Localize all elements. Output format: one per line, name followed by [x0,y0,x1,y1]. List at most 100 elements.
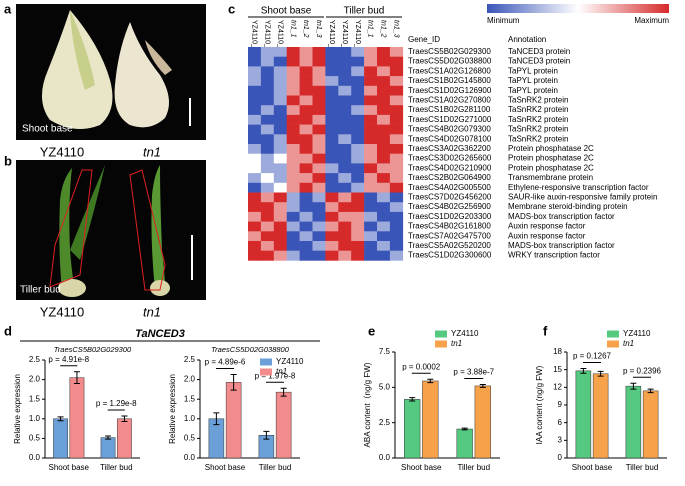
gene-id: TraesCS4B02G256900 [408,202,491,211]
annotation: TaSnRK2 protein [508,115,568,124]
heatmap-cell [286,163,300,174]
heatmap-cell [273,221,287,232]
y-tick-label: 5.0 [379,382,391,391]
heatmap-cell [364,153,378,164]
legend-label: tn1 [623,339,634,348]
heatmap-cell [325,105,339,116]
heatmap-cell [325,211,339,222]
heatmap-cell [364,221,378,232]
heatmap-cell [338,221,352,232]
heatmap-cell [338,231,352,242]
legend-swatch [260,368,272,376]
heatmap-cell [299,95,313,106]
x-tick-label: Tiller bud [100,463,133,472]
heatmap-cell [338,124,352,135]
heatmap-cell [273,134,287,145]
heatmap-cell [364,144,378,154]
heatmap-cell [260,66,275,77]
bar [575,370,592,459]
heatmap-cell [299,163,313,174]
heatmap-cell [286,105,300,116]
heatmap-cell [325,124,339,135]
heatmap-cell [364,56,378,67]
p-value: p = 1.97e-8 [255,371,296,380]
heatmap-cell [248,241,262,251]
heatmap-cell [286,95,300,106]
heatmap-cell [286,221,300,232]
photo-caption: Tiller bud [20,285,61,296]
plant [145,40,172,75]
error-bar [409,397,416,402]
y-tick-label: 9 [558,400,563,409]
gene-id: TraesCS1D02G271000 [408,115,492,124]
x-tick-label: Tiller bud [626,463,659,472]
heatmap-cell [286,47,300,57]
heatmap-cell [273,241,287,251]
heatmap-cell [389,231,404,242]
heatmap-cell [364,124,378,135]
heatmap-cell [286,66,300,77]
heatmap-cell [351,47,365,57]
heatmap-cell [286,134,300,145]
heatmap-cell [377,114,391,125]
annotation: Ethylene-responsive transcription factor [508,183,649,192]
heatmap-cell [260,134,275,145]
heatmap-cell [338,114,352,125]
heatmap-cell [248,182,262,193]
panel-label: a [4,1,12,16]
heatmap-cell [248,163,262,174]
heatmap-cell [364,105,378,116]
heatmap-cell [325,95,339,106]
heatmap-cell [351,241,365,251]
x-tick-label: Shoot base [49,463,90,472]
heatmap-cell [377,221,391,232]
bar [422,380,439,459]
legend-swatch [435,340,447,348]
error-bar [105,435,112,440]
heatmap-cell [389,56,404,67]
column-header: Annotation [508,35,546,44]
y-tick-label: 2.5 [379,418,391,427]
heatmap-cell [299,105,313,116]
heatmap-cell [389,144,404,154]
error-bar [57,416,64,422]
heatmap-cell [299,85,313,96]
heatmap-cell [389,66,404,77]
heatmap-cell [325,231,339,242]
heatmap-cell [286,85,300,96]
x-tick-label: Tiller bud [259,463,292,472]
color-bar-label: Minimum [487,16,520,25]
heatmap-cell [351,163,365,174]
heatmap-cell [273,95,287,106]
heatmap-cell [299,114,313,125]
heatmap-cell [364,182,378,193]
heatmap-cell [364,66,378,77]
heatmap-cell [312,76,326,87]
heatmap-cell [260,182,275,193]
heatmap-cell [364,211,378,222]
panel-label: e [368,323,375,338]
y-tick-label: 1.0 [29,414,41,423]
heatmap-cell [273,211,287,222]
legend-label: tn1 [276,367,287,376]
heatmap-cell [364,163,378,174]
heatmap-cell [377,182,391,193]
heatmap-cell [351,95,365,106]
gene-id: TraesCS1D02G203300 [408,212,492,221]
heatmap-cell [377,56,391,67]
annotation: Membrane steroid-binding protein [508,202,628,211]
heatmap-cell [312,134,326,145]
x-tick-label: Tiller bud [457,463,490,472]
heatmap-cell [312,95,326,106]
column-label: YZ4110_2 [264,20,271,52]
heatmap-cell [312,202,326,213]
bar [474,385,491,459]
annotation: Transmembrane protein [508,173,593,182]
heatmap-cell [299,241,313,251]
heatmap-cell [299,192,313,203]
gene-id: TraesCS7D02G456200 [408,192,492,201]
color-bar-label: Maximum [634,16,669,25]
heatmap-cell [325,85,339,96]
heatmap-cell [351,221,365,232]
